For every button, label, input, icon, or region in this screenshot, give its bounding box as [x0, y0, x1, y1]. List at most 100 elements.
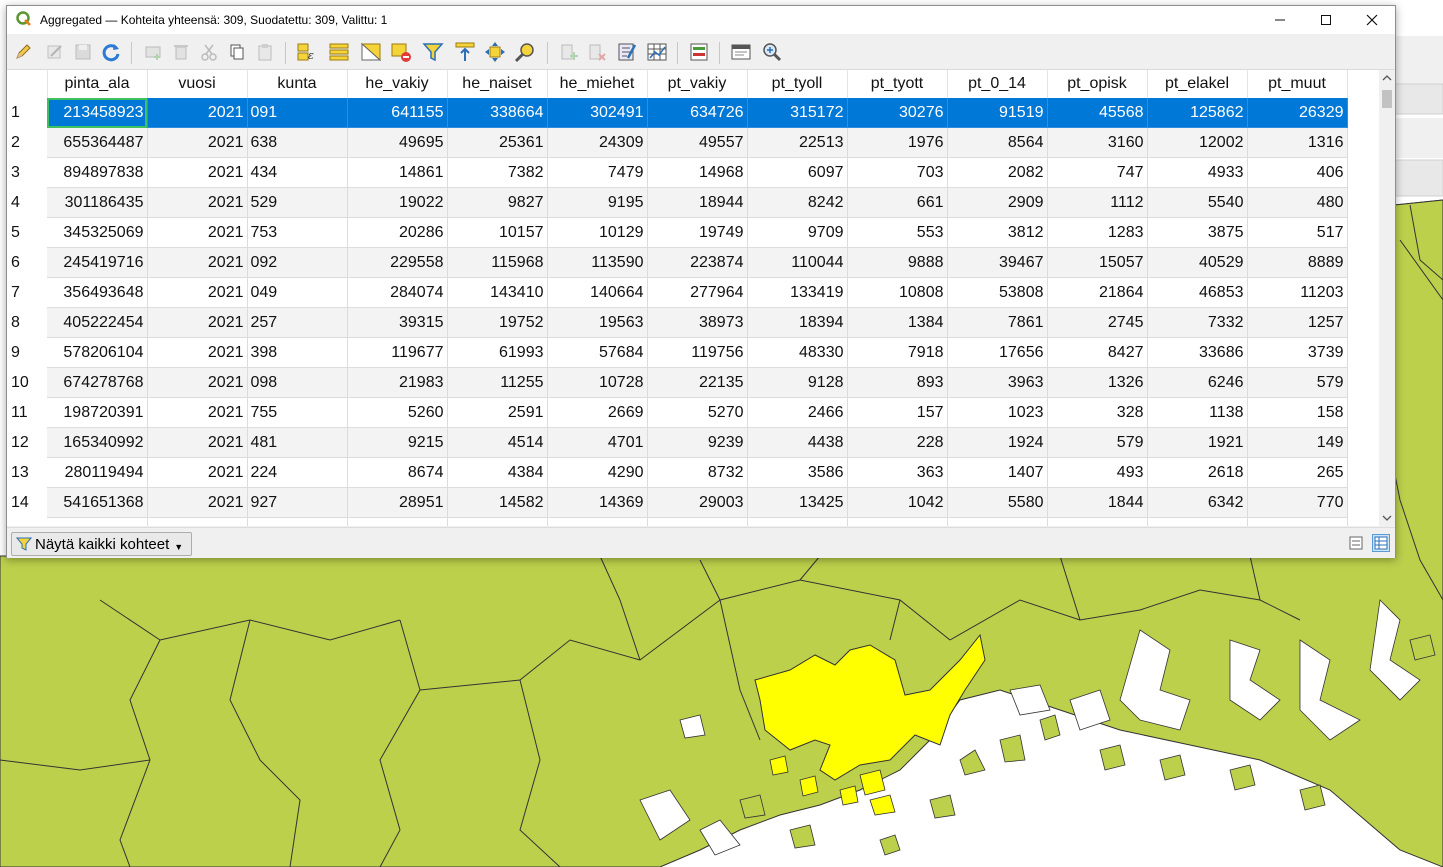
table-cell[interactable]: 265	[1247, 457, 1348, 488]
table-cell[interactable]: 1384	[847, 307, 948, 338]
table-cell[interactable]: 30276	[847, 98, 948, 128]
table-cell[interactable]: 1257	[1247, 307, 1348, 338]
table-cell[interactable]: 301186435	[47, 187, 148, 218]
table-cell[interactable]: 91519	[947, 98, 1048, 128]
row-header[interactable]: 3	[7, 157, 47, 188]
table-cell[interactable]: 8674	[347, 457, 448, 488]
table-cell[interactable]: 2021	[147, 217, 248, 248]
table-cell[interactable]: 2021	[147, 457, 248, 488]
table-cell[interactable]: 406	[1247, 157, 1348, 188]
table-cell[interactable]	[247, 517, 348, 526]
row-header[interactable]	[7, 517, 47, 526]
table-cell[interactable]: 747	[1047, 157, 1148, 188]
table-cell[interactable]: 3739	[1247, 337, 1348, 368]
table-cell[interactable]: 1924	[947, 427, 1048, 458]
table-cell[interactable]: 315172	[747, 98, 848, 128]
table-cell[interactable]: 3875	[1147, 217, 1248, 248]
select-all-button[interactable]	[327, 40, 351, 64]
table-cell[interactable]: 18944	[647, 187, 748, 218]
table-cell[interactable]: 2021	[147, 247, 248, 278]
row-header[interactable]: 10	[7, 367, 47, 398]
column-header[interactable]: pt_opisk	[1047, 70, 1148, 98]
table-cell[interactable]: 8732	[647, 457, 748, 488]
table-cell[interactable]: 61993	[447, 337, 548, 368]
table-cell[interactable]: 6097	[747, 157, 848, 188]
table-row[interactable]: 2 655364487 2021 638 49695 25361 24309 49557 225…	[7, 127, 1348, 158]
table-cell[interactable]: 12002	[1147, 127, 1248, 158]
column-header[interactable]: pt_tyoll	[747, 70, 848, 98]
table-cell[interactable]: 157	[847, 397, 948, 428]
table-cell[interactable]: 9128	[747, 367, 848, 398]
table-cell[interactable]: 213458923	[47, 98, 148, 128]
table-cell[interactable]: 10157	[447, 217, 548, 248]
table-cell[interactable]: 7382	[447, 157, 548, 188]
table-row[interactable]: 8 405222454 2021 257 39315 19752 19563 38973 183…	[7, 307, 1348, 338]
table-cell[interactable]: 894897838	[47, 157, 148, 188]
row-header[interactable]: 9	[7, 337, 47, 368]
table-cell[interactable]: 1112	[1047, 187, 1148, 218]
table-cell[interactable]: 4290	[547, 457, 648, 488]
table-cell[interactable]: 893	[847, 367, 948, 398]
table-cell[interactable]	[347, 517, 448, 526]
multi-edit-button[interactable]	[43, 40, 67, 64]
table-cell[interactable]: 165340992	[47, 427, 148, 458]
table-cell[interactable]: 49557	[647, 127, 748, 158]
table-row[interactable]: 1 213458923 2021 091 641155 338664 302491 63472…	[7, 98, 1348, 128]
table-cell[interactable]: 338664	[447, 98, 548, 128]
table-cell[interactable]: 19022	[347, 187, 448, 218]
table-cell[interactable]: 46853	[1147, 277, 1248, 308]
table-cell[interactable]: 356493648	[47, 277, 148, 308]
table-cell[interactable]: 2591	[447, 397, 548, 428]
table-cell[interactable]: 2021	[147, 427, 248, 458]
scroll-down-button[interactable]	[1379, 510, 1395, 526]
column-header[interactable]: pt_tyott	[847, 70, 948, 98]
table-cell[interactable]: 2082	[947, 157, 1048, 188]
table-cell[interactable]	[947, 517, 1048, 526]
table-cell[interactable]: 2021	[147, 187, 248, 218]
table-cell[interactable]: 110044	[747, 247, 848, 278]
table-cell[interactable]: 14369	[547, 487, 648, 518]
row-header[interactable]: 1	[7, 98, 47, 128]
column-header[interactable]: pt_0_14	[947, 70, 1048, 98]
row-header[interactable]: 13	[7, 457, 47, 488]
table-cell[interactable]: 7332	[1147, 307, 1248, 338]
table-cell[interactable]: 40529	[1147, 247, 1248, 278]
table-cell[interactable]: 224	[247, 457, 348, 488]
table-cell[interactable]	[747, 517, 848, 526]
table-cell[interactable]: 091	[247, 98, 348, 128]
table-cell[interactable]: 755	[247, 397, 348, 428]
table-cell[interactable]: 21983	[347, 367, 448, 398]
table-cell[interactable]: 15057	[1047, 247, 1148, 278]
table-cell[interactable]: 529	[247, 187, 348, 218]
table-cell[interactable]: 2021	[147, 397, 248, 428]
column-header[interactable]: kunta	[247, 70, 348, 98]
table-cell[interactable]: 149	[1247, 427, 1348, 458]
table-cell[interactable]: 10728	[547, 367, 648, 398]
table-cell[interactable]: 48330	[747, 337, 848, 368]
table-cell[interactable]: 2021	[147, 307, 248, 338]
table-cell[interactable]: 655364487	[47, 127, 148, 158]
table-cell[interactable]: 578206104	[47, 337, 148, 368]
attribute-table-window[interactable]: Aggregated — Kohteita yhteensä: 309, Suo…	[6, 5, 1396, 558]
table-cell[interactable]: 18394	[747, 307, 848, 338]
table-row[interactable]: 14 541651368 2021 927 28951 14582 14369 29003 13…	[7, 487, 1348, 518]
table-row[interactable]: 13 280119494 2021 224 8674 4384 4290 8732 3586 36…	[7, 457, 1348, 488]
table-row[interactable]: 6 245419716 2021 092 229558 115968 113590 22387…	[7, 247, 1348, 278]
table-cell[interactable]: 10129	[547, 217, 648, 248]
table-cell[interactable]: 21864	[1047, 277, 1148, 308]
table-cell[interactable]: 6342	[1147, 487, 1248, 518]
move-selection-to-top-button[interactable]	[453, 40, 477, 64]
invert-selection-button[interactable]	[359, 40, 383, 64]
table-cell[interactable]: 363	[847, 457, 948, 488]
table-cell[interactable]: 641155	[347, 98, 448, 128]
table-cell[interactable]: 2669	[547, 397, 648, 428]
table-cell[interactable]	[847, 517, 948, 526]
table-cell[interactable]: 133419	[747, 277, 848, 308]
table-cell[interactable]: 638	[247, 127, 348, 158]
table-cell[interactable]: 13425	[747, 487, 848, 518]
table-cell[interactable]: 493	[1047, 457, 1148, 488]
table-cell[interactable]: 4701	[547, 427, 648, 458]
table-cell[interactable]: 223874	[647, 247, 748, 278]
table-cell[interactable]: 38973	[647, 307, 748, 338]
table-cell[interactable]: 1976	[847, 127, 948, 158]
